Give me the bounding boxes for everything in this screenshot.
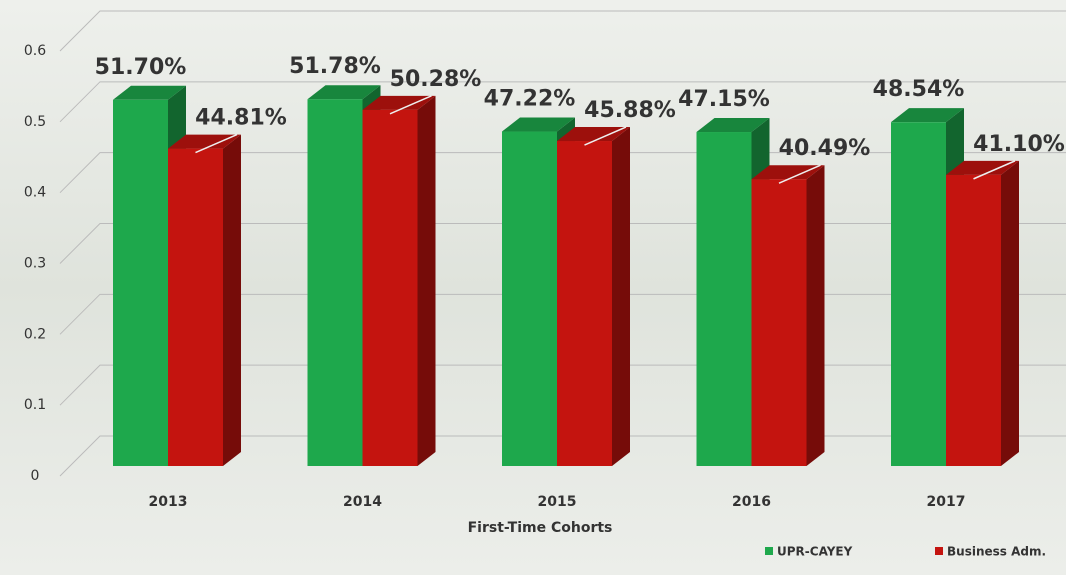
value-label: 45.88% [584,98,676,123]
y-tick-label: 0 [31,468,40,484]
x-tick-label: 2017 [927,494,966,510]
bar-top [362,95,436,110]
leader-line [973,160,1016,180]
grid-line [59,10,1066,52]
bar [502,131,557,466]
value-label: 40.49% [779,136,871,161]
bar [696,132,752,467]
leader-line [195,133,238,154]
bar-top [946,160,1019,175]
bar-side [1001,160,1019,466]
x-tick-label: 2014 [343,494,382,510]
bar-side [612,127,630,467]
y-tick-label: 0.5 [24,114,46,130]
value-label: 51.78% [289,54,381,79]
y-tick-label: 0.2 [24,326,46,342]
value-label: 44.81% [195,106,287,131]
bar [168,148,223,467]
bar-top [557,127,630,142]
bar [307,99,363,466]
bar-top [113,85,186,100]
leader-line [778,164,821,184]
x-axis-label: First-Time Cohorts [468,520,613,536]
y-tick-label: 0.4 [24,185,46,201]
bar-top [891,108,964,123]
x-tick-label: 2015 [538,494,577,510]
bar [113,99,168,467]
leader-line [584,126,627,146]
value-label: 50.28% [390,67,482,92]
legend-swatch [935,547,943,555]
bar [751,179,807,466]
y-tick-label: 0.3 [24,256,46,272]
legend-label: UPR-CAYEY [777,545,853,559]
bar [362,109,418,466]
value-label: 47.22% [484,87,576,112]
bar-side [806,165,825,466]
bar [557,141,612,466]
bar [891,122,946,467]
bar-top [307,85,381,100]
legend-label: Business Adm. [947,545,1046,559]
value-label: 41.10% [973,132,1065,157]
value-label: 47.15% [678,87,770,112]
bar-top [502,117,575,132]
grid-line [59,81,1066,123]
y-tick-label: 0.1 [24,397,46,413]
bar [946,174,1001,466]
legend-swatch [765,547,773,555]
value-label: 48.54% [873,77,965,102]
x-tick-label: 2013 [149,494,188,510]
value-label: 51.70% [95,55,187,80]
x-tick-label: 2016 [732,494,771,510]
y-tick-label: 0.6 [24,43,46,59]
bar-side [417,95,436,466]
bar-top [168,134,241,149]
bar-top [751,165,825,180]
bar-top [696,118,770,133]
leader-line [389,95,432,115]
bar-side [223,134,241,467]
